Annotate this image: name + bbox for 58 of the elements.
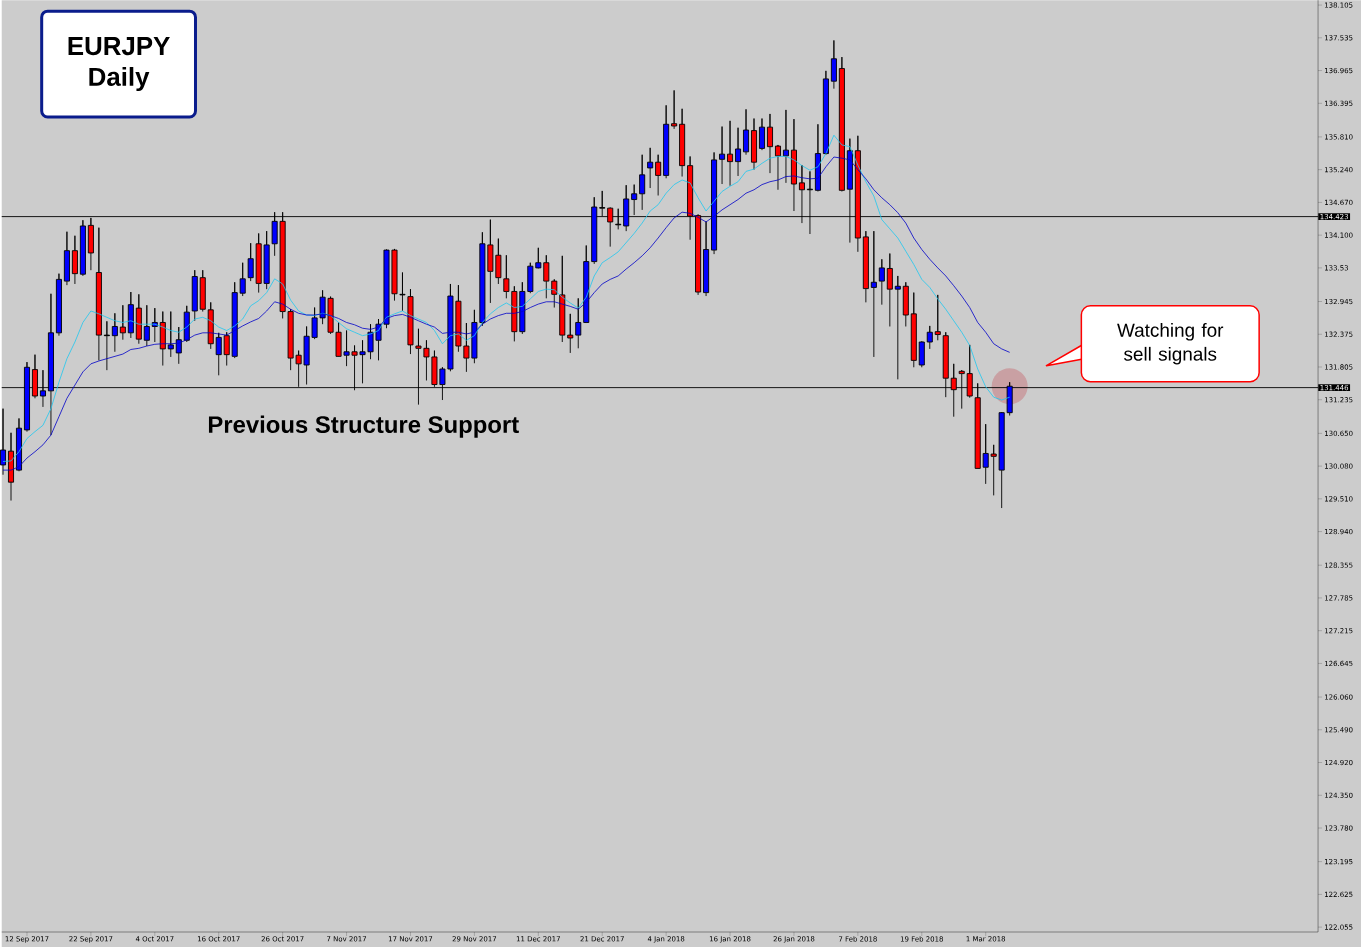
candlestick	[886, 253, 893, 327]
candlestick	[822, 70, 829, 156]
candlestick	[575, 297, 582, 349]
candlestick	[127, 291, 134, 339]
candlestick	[103, 320, 110, 371]
candlestick	[655, 154, 662, 196]
candlestick	[95, 227, 102, 361]
candlestick	[559, 255, 566, 343]
candlestick	[183, 305, 190, 343]
candlestick	[918, 340, 925, 368]
candlestick	[719, 126, 726, 185]
candlestick	[878, 258, 885, 306]
candlestick	[743, 108, 750, 156]
candlestick	[71, 235, 78, 285]
candlestick	[703, 220, 710, 297]
candlestick	[727, 120, 734, 187]
candlestick	[934, 294, 941, 341]
candlestick	[583, 245, 590, 324]
candlestick	[79, 219, 86, 277]
text: Daily	[89, 67, 150, 92]
candlestick	[639, 154, 646, 211]
candlestick	[758, 118, 766, 151]
candlestick	[663, 104, 670, 179]
candlestick	[679, 108, 686, 177]
candlestick	[567, 313, 574, 354]
candlestick	[735, 127, 742, 177]
candlestick	[143, 304, 150, 347]
candlestick	[766, 113, 773, 174]
candlestick	[870, 230, 877, 358]
candlestick	[774, 144, 781, 191]
candlestick	[926, 325, 933, 350]
candlestick	[782, 109, 789, 184]
candlestick	[838, 56, 845, 192]
candlestick	[0, 408, 7, 476]
candlestick	[191, 269, 198, 322]
candlestick	[902, 281, 909, 327]
candlestick	[830, 39, 837, 90]
candlestick	[111, 312, 118, 353]
candlestick	[399, 272, 406, 312]
text: EURJPY	[68, 37, 170, 56]
candlestick	[671, 89, 678, 130]
candlestick	[894, 275, 901, 380]
candlestick	[63, 231, 70, 286]
text: Watching for sell signals	[1117, 323, 1224, 365]
candlestick	[135, 293, 142, 345]
candlestick	[167, 311, 174, 358]
candlestick	[215, 332, 222, 376]
candlestick	[55, 273, 62, 337]
candlestick	[119, 304, 126, 341]
candlestick	[15, 417, 22, 472]
candlestick	[207, 301, 214, 350]
candlestick	[751, 118, 758, 171]
candlestick	[910, 292, 917, 368]
candlestick	[862, 230, 869, 303]
candlestick	[647, 147, 654, 189]
candlestick	[175, 326, 182, 365]
annotation: Previous Structure Support	[208, 415, 519, 438]
candlestick	[199, 269, 206, 313]
